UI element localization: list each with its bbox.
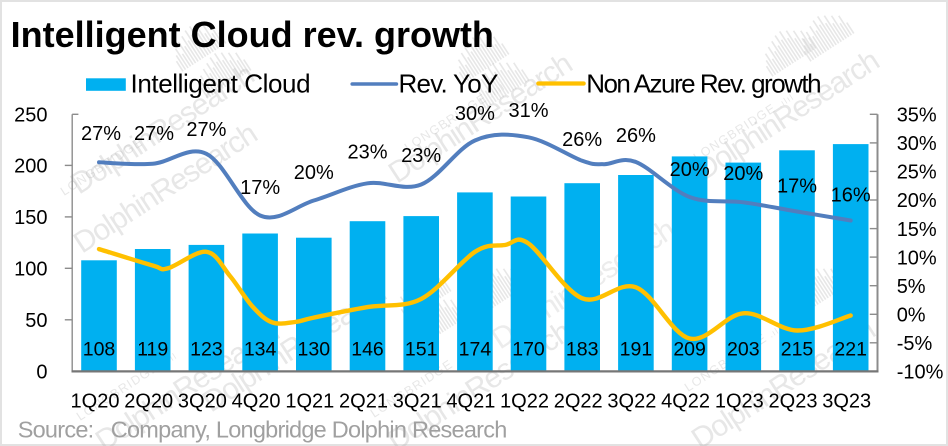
svg-text:Non Azure Rev. growth: Non Azure Rev. growth [586, 69, 820, 99]
svg-text:108: 108 [83, 338, 116, 360]
svg-text:174: 174 [459, 338, 492, 360]
svg-text:3Q21: 3Q21 [393, 391, 442, 413]
svg-text:27%: 27% [81, 123, 121, 145]
svg-text:203: 203 [727, 338, 760, 360]
svg-text:10%: 10% [897, 247, 937, 269]
svg-text:3Q22: 3Q22 [607, 391, 656, 413]
svg-text:4Q20: 4Q20 [232, 391, 281, 413]
svg-text:16%: 16% [831, 184, 871, 206]
svg-text:26%: 26% [616, 125, 656, 147]
svg-text:17%: 17% [777, 175, 817, 197]
svg-text:1Q20: 1Q20 [71, 391, 120, 413]
svg-text:5%: 5% [897, 276, 926, 298]
svg-text:Source: Company, Longbridge: Source: Company, Longbridge Dolphin Rese… [18, 417, 507, 443]
svg-text:1Q21: 1Q21 [285, 391, 334, 413]
svg-text:26%: 26% [562, 129, 602, 151]
svg-text:-10%: -10% [897, 362, 944, 384]
svg-text:Intelligent Cloud rev. growth: Intelligent Cloud rev. growth [11, 14, 494, 55]
svg-text:20%: 20% [897, 190, 937, 212]
svg-text:30%: 30% [897, 133, 937, 155]
svg-text:0%: 0% [897, 305, 926, 327]
svg-text:221: 221 [834, 338, 867, 360]
svg-text:2Q23: 2Q23 [769, 391, 818, 413]
svg-text:23%: 23% [347, 142, 387, 164]
svg-text:50: 50 [25, 310, 47, 332]
svg-text:183: 183 [566, 338, 599, 360]
svg-text:Intelligent Cloud: Intelligent Cloud [131, 69, 311, 99]
svg-text:119: 119 [137, 338, 168, 360]
svg-text:151: 151 [405, 338, 438, 360]
svg-text:15%: 15% [897, 219, 937, 241]
svg-text:23%: 23% [401, 145, 441, 167]
svg-text:27%: 27% [134, 123, 174, 145]
svg-text:3Q20: 3Q20 [178, 391, 227, 413]
svg-text:2Q21: 2Q21 [339, 391, 388, 413]
svg-text:2Q20: 2Q20 [124, 391, 173, 413]
svg-text:Rev. YoY: Rev. YoY [399, 69, 498, 99]
svg-text:191: 191 [620, 338, 653, 360]
svg-text:4Q22: 4Q22 [661, 391, 710, 413]
svg-text:0: 0 [36, 362, 47, 384]
svg-text:4Q21: 4Q21 [446, 391, 495, 413]
svg-text:-5%: -5% [897, 333, 933, 355]
svg-text:20%: 20% [670, 159, 710, 181]
svg-text:130: 130 [298, 338, 331, 360]
svg-text:150: 150 [14, 207, 47, 229]
svg-text:3Q23: 3Q23 [822, 391, 871, 413]
svg-text:31%: 31% [508, 100, 548, 122]
svg-text:146: 146 [351, 338, 384, 360]
svg-text:100: 100 [14, 259, 47, 281]
svg-text:27%: 27% [186, 119, 226, 141]
svg-text:35%: 35% [897, 105, 937, 127]
svg-text:17%: 17% [240, 177, 280, 199]
svg-text:123: 123 [190, 338, 223, 360]
svg-text:2Q22: 2Q22 [554, 391, 603, 413]
svg-text:250: 250 [14, 105, 47, 127]
svg-text:20%: 20% [294, 162, 334, 184]
svg-text:1Q23: 1Q23 [715, 391, 764, 413]
svg-text:215: 215 [781, 338, 814, 360]
svg-text:20%: 20% [723, 163, 763, 185]
svg-text:134: 134 [244, 338, 277, 360]
svg-text:170: 170 [512, 338, 545, 360]
svg-text:25%: 25% [897, 162, 937, 184]
svg-text:1Q22: 1Q22 [500, 391, 549, 413]
svg-text:30%: 30% [455, 103, 495, 125]
svg-text:200: 200 [14, 156, 47, 178]
svg-text:209: 209 [673, 338, 706, 360]
